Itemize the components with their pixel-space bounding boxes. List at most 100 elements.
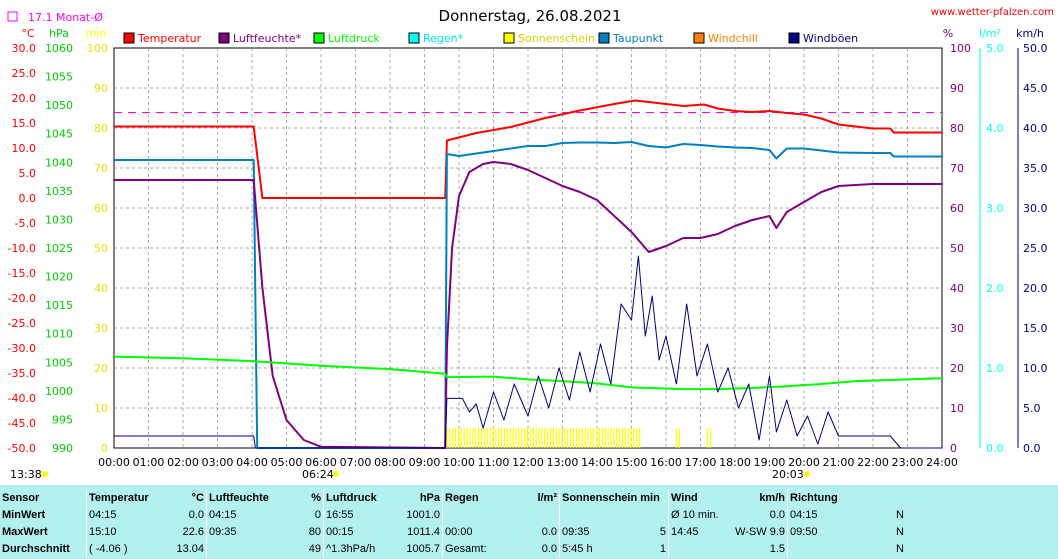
stats-header-temp-unit: °C [191,491,204,504]
stats-cell: 09:50 [787,523,862,540]
monthly-avg-label: 17.1 Monat-Ø [28,11,103,24]
series-line-windben [114,255,942,449]
axis-tick-time: 24:00 [926,456,958,469]
stats-header-temp: Temperatur [86,489,166,506]
legend-swatch [408,32,420,44]
stats-cell: ^1.3hPa/h [323,540,400,557]
stats-header-sun: Sonnenschein min [559,489,669,506]
stats-header-dir: Richtung [787,489,862,506]
axis-tick-percent: 10 [950,402,964,415]
stats-cell: 0 [314,508,321,521]
unit-percent: % [943,27,953,40]
stats-cell: 0.0 [769,508,785,521]
sunset-label: 20:03 [772,468,804,481]
axis-tick-pressure: 1005 [45,356,73,369]
stats-cell: 04:15 [86,506,166,523]
stats-cell: Ø 10 min. [668,506,733,523]
axis-tick-min: 90 [94,82,108,95]
stats-cell: 1011.4 [407,525,440,538]
axis-tick-time: 10:00 [443,456,475,469]
time-marker-icon [42,471,48,477]
stats-cell: 49 [308,542,321,555]
stats-header-sensor: Sensor [2,491,40,504]
series-line-taupunkt [114,141,942,449]
axis-tick-percent: 60 [950,202,964,215]
legend-label: Regen* [423,32,464,45]
axis-tick-temp: -20.0 [8,292,36,305]
stats-cell: 00:00 [442,523,519,540]
axis-tick-wind: 0.0 [1023,442,1041,455]
stats-row-min: MinWert 04:15 0.0 04:15 0 16:55 1001.0 Ø… [0,506,906,523]
axis-tick-temp: -40.0 [8,392,36,405]
stats-header-rain: Regen [442,489,519,506]
stats-header-wind-unit: km/h [759,491,785,504]
axis-tick-temp: -10.0 [8,242,36,255]
stats-cell: 04:15 [787,506,862,523]
axis-tick-pressure: 1060 [45,42,73,55]
stats-row-avg: Durchschnitt ( -4.06 ) 13.04 49 ^1.3hPa/… [0,540,906,557]
stats-cell [787,540,862,557]
axis-tick-pressure: 1015 [45,299,73,312]
sunset-icon [804,471,810,477]
axis-tick-temp: -50.0 [8,442,36,455]
stats-header-row: Sensor Temperatur °C Luftfeuchte % Luftd… [0,489,906,506]
legend-swatch [788,32,800,44]
axis-tick-time: 19:00 [754,456,786,469]
legend-label: Windchill [708,32,758,45]
axis-tick-percent: 80 [950,122,964,135]
stats-header-hum: Luftfeuchte [206,489,286,506]
stats-cell [519,506,560,523]
stats-cell: Gesamt: [442,540,519,557]
axis-tick-percent: 100 [950,42,971,55]
axis-tick-pressure: 1010 [45,328,73,341]
axis-tick-wind: 5.0 [1023,402,1041,415]
axis-tick-rain-rate: 5.0 [986,42,1004,55]
axis-tick-percent: 20 [950,362,964,375]
axis-tick-percent: 40 [950,282,964,295]
axis-tick-pressure: 1045 [45,128,73,141]
legend: Temperatur Luftfeuchte* Luftdruck Regen* Son… [123,32,858,45]
axis-tick-min: 10 [94,402,108,415]
unit-wind: km/h [1016,27,1044,40]
axis-tick-pressure: 1050 [45,99,73,112]
sunrise-icon [333,471,339,477]
axis-tick-temp: 20.0 [12,92,37,105]
unit-temp: °C [21,27,35,40]
stats-cell: 5 [659,525,666,538]
stats-cell: 0.0 [541,542,557,555]
axis-tick-temp: -45.0 [8,417,36,430]
axis-tick-temp: -15.0 [8,267,36,280]
axis-tick-rain-rate: 3.0 [986,202,1004,215]
stats-row-label: Durchschnitt [2,542,70,555]
stats-cell: 1005.7 [406,542,440,555]
axis-tick-pressure: 1035 [45,185,73,198]
series-lines [113,99,943,449]
stats-cell: N [896,508,904,521]
axis-tick-time: 08:00 [374,456,406,469]
legend-label: Temperatur [137,32,202,45]
axis-tick-time: 18:00 [719,456,751,469]
axis-tick-percent: 30 [950,322,964,335]
axis-tick-min: 0 [101,442,108,455]
axis-tick-min: 20 [94,362,108,375]
stats-cell: 04:15 [206,506,286,523]
axis-tick-pressure: 990 [52,442,73,455]
stats-cell: 1001.0 [406,508,440,521]
stats-cell: 13.04 [176,542,204,555]
legend-label: Luftfeuchte* [233,32,302,45]
axis-tick-pressure: 1000 [45,385,73,398]
stats-cell: 0.0 [188,508,204,521]
axis-tick-temp: -30.0 [8,342,36,355]
stats-cell: N [896,525,904,538]
stats-cell [442,506,519,523]
axis-tick-temp: -5.0 [15,217,36,230]
legend-label: Luftdruck [328,32,380,45]
statistics-table: Sensor Temperatur °C Luftfeuchte % Luftd… [0,489,906,557]
axis-tick-time: 03:00 [202,456,234,469]
axis-tick-min: 80 [94,122,108,135]
stats-cell: 09:35 [206,523,286,540]
source-label: www.wetter-pfalzen.com [931,7,1054,18]
axis-tick-wind: 25.0 [1023,242,1048,255]
stats-cell [668,540,733,557]
axis-tick-temp: 0.0 [19,192,37,205]
